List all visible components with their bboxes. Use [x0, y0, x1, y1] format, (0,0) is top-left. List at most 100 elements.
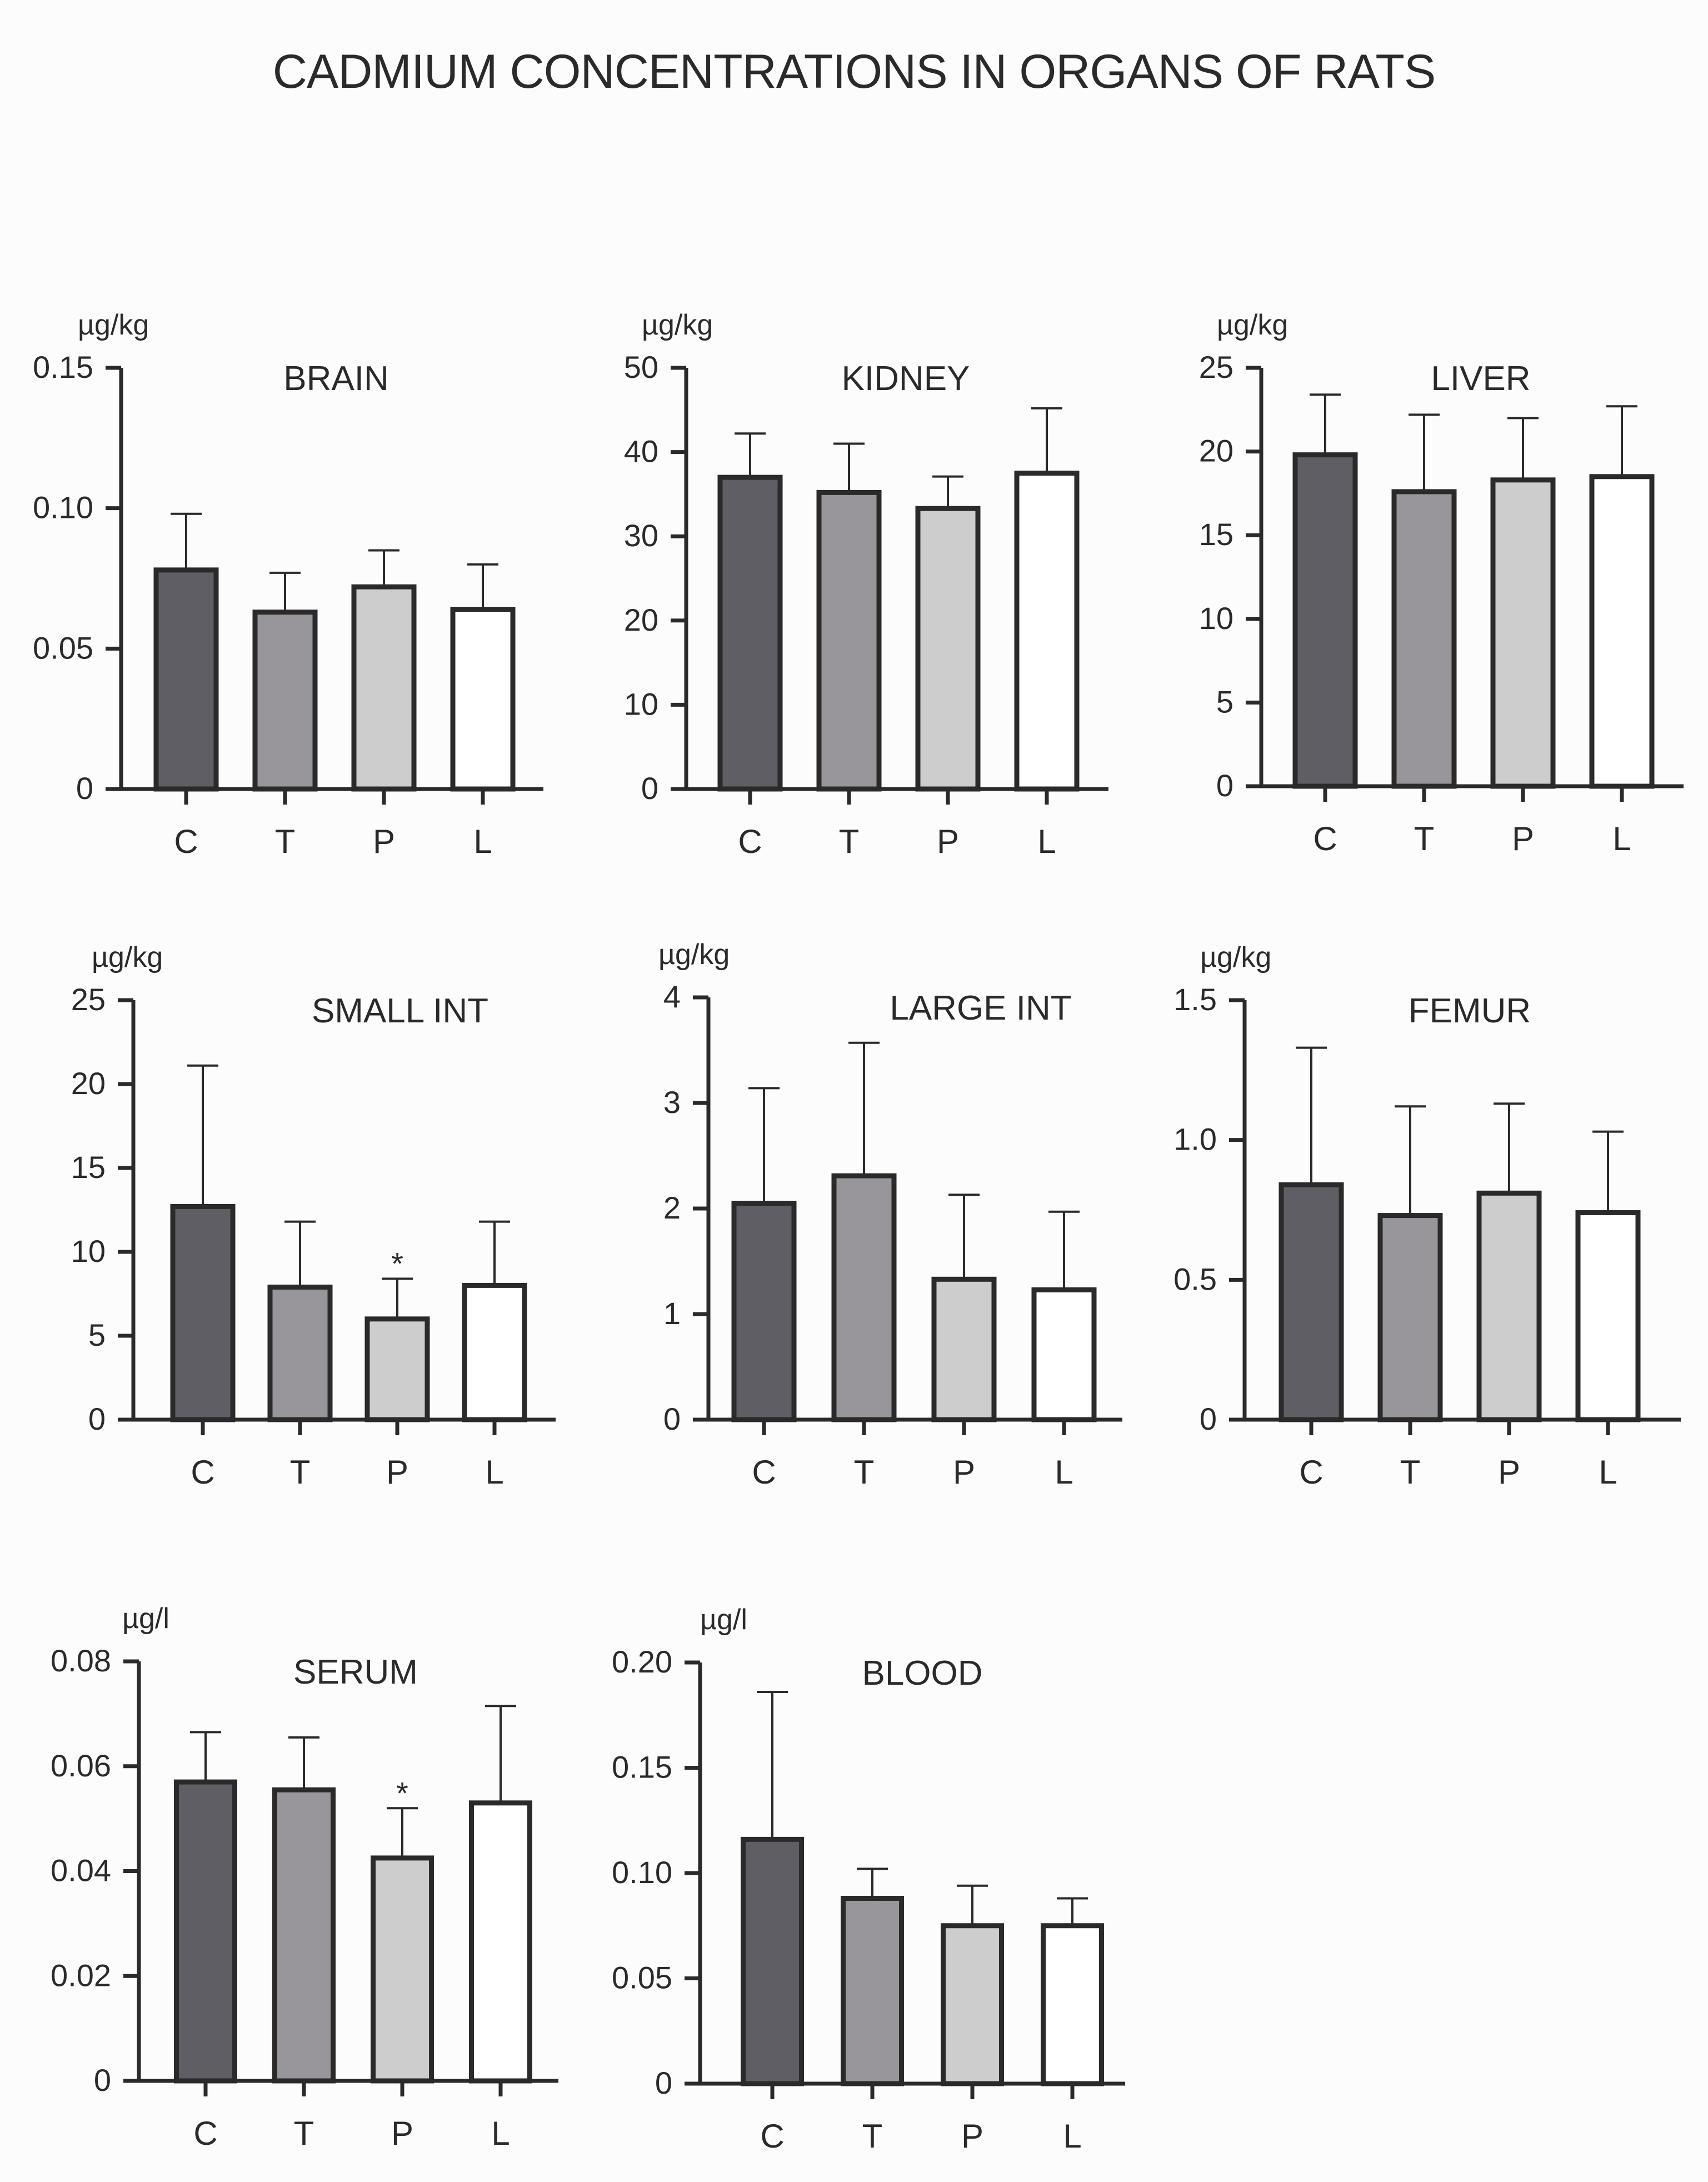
x-tick-label: P — [937, 823, 959, 860]
bar-l — [469, 1800, 532, 2084]
y-tick-label: 0.10 — [33, 490, 93, 525]
bar-l — [450, 607, 516, 792]
unit-label: µg/kg — [78, 309, 149, 341]
y-tick-label: 4 — [663, 979, 681, 1014]
bar-t — [831, 1173, 897, 1422]
x-tick-label: C — [752, 1454, 776, 1491]
unit-label: µg/kg — [658, 938, 730, 971]
x-tick-label: T — [854, 1454, 875, 1491]
x-tick-label: T — [294, 2115, 314, 2152]
panel-title: LIVER — [1431, 359, 1530, 398]
y-tick-label: 0.08 — [51, 1643, 111, 1678]
x-tick-label: T — [839, 823, 860, 860]
y-tick-label: 0.05 — [33, 630, 93, 665]
bar-c — [717, 475, 783, 792]
x-tick-label: L — [1063, 2118, 1081, 2155]
x-tick-label: P — [391, 2115, 413, 2152]
panel-liver: µg/kg LIVER C T P L 0 5 10 15 20 25 — [1199, 309, 1684, 857]
bar-l — [1041, 1923, 1104, 2086]
y-tick-label: 50 — [624, 349, 658, 385]
x-tick-label: P — [386, 1454, 408, 1491]
y-tick-label: 0.5 — [1173, 1261, 1217, 1296]
bar-p — [371, 1855, 434, 2084]
unit-label: µg/kg — [92, 941, 163, 973]
y-tick-label: 5 — [88, 1317, 106, 1352]
x-tick-label: T — [862, 2118, 883, 2155]
y-tick-label: 15 — [1199, 517, 1233, 552]
y-tick-label: 0.15 — [33, 349, 93, 385]
x-tick-label: L — [1612, 820, 1631, 857]
x-tick-label: L — [485, 1454, 503, 1491]
x-tick-label: L — [491, 2115, 510, 2152]
y-tick-label: 0 — [88, 1401, 106, 1436]
panel-brain: µg/kg BRAIN C T P L 0 0.05 0.10 0.15 — [33, 309, 543, 860]
bar-p — [915, 506, 981, 792]
bar-t — [267, 1284, 333, 1422]
bar-l — [1014, 471, 1080, 792]
unit-label: µg/l — [700, 1604, 747, 1636]
y-tick-label: 0.04 — [51, 1853, 111, 1888]
y-tick-label: 3 — [663, 1085, 681, 1120]
x-tick-label: P — [1498, 1454, 1520, 1491]
x-tick-label: T — [1414, 820, 1435, 857]
figure-title: CADMIUM CONCENTRATIONS IN ORGANS OF RATS — [272, 45, 1436, 98]
x-tick-label: C — [174, 823, 198, 860]
x-tick-label: T — [1400, 1454, 1421, 1491]
x-tick-label: L — [473, 823, 492, 860]
significance-marker: * — [391, 1246, 403, 1281]
x-tick-label: L — [1055, 1454, 1073, 1491]
bar-l — [1031, 1287, 1097, 1422]
bar-t — [1377, 1213, 1443, 1422]
y-tick-label: 20 — [71, 1066, 106, 1101]
bar-t — [272, 1787, 336, 2084]
bar-c — [1278, 1182, 1344, 1422]
y-tick-label: 0.10 — [612, 1855, 672, 1890]
y-tick-label: 1.0 — [1173, 1122, 1217, 1157]
y-tick-label: 0.15 — [612, 1750, 672, 1785]
bar-c — [741, 1836, 804, 2086]
bar-p — [1490, 477, 1556, 789]
panel-small-int: µg/kg SMALL INT C T * P L 0 5 10 15 20 25 — [71, 941, 556, 1491]
y-tick-label: 0 — [1216, 768, 1233, 803]
y-tick-label: 10 — [1199, 601, 1233, 636]
x-tick-label: T — [290, 1454, 311, 1491]
x-tick-label: C — [1299, 1454, 1323, 1491]
unit-label: µg/l — [122, 1602, 169, 1635]
bar-t — [816, 490, 882, 792]
y-tick-label: 0.05 — [612, 1960, 672, 1995]
y-tick-label: 0 — [663, 1401, 681, 1436]
x-tick-label: C — [738, 823, 762, 860]
panel-title: SERUM — [293, 1653, 418, 1691]
panel-large-int: µg/kg LARGE INT C T P L 0 1 2 3 4 — [658, 938, 1122, 1491]
bar-c — [174, 1779, 237, 2084]
y-tick-label: 1.5 — [1173, 982, 1217, 1017]
unit-label: µg/kg — [1217, 309, 1288, 341]
y-tick-label: 20 — [1199, 433, 1233, 468]
y-tick-label: 5 — [1216, 684, 1233, 719]
bar-p — [1476, 1190, 1542, 1422]
unit-label: µg/kg — [1200, 941, 1271, 973]
y-tick-label: 25 — [71, 982, 106, 1017]
bar-l — [1575, 1210, 1641, 1422]
panel-title: BLOOD — [862, 1654, 982, 1692]
x-tick-label: P — [1512, 820, 1534, 857]
panel-serum: µg/l SERUM C T * P L 0 0.02 0.04 0.06 0.08 — [51, 1602, 558, 2152]
bar-p — [941, 1923, 1004, 2086]
bar-p — [931, 1276, 997, 1422]
x-tick-label: L — [1037, 823, 1056, 860]
bar-c — [170, 1204, 236, 1422]
panel-femur: µg/kg FEMUR C T P L 0 0.5 1.0 1.5 — [1173, 941, 1681, 1491]
y-tick-label: 15 — [71, 1150, 106, 1185]
y-tick-label: 0.20 — [612, 1644, 672, 1679]
x-tick-label: L — [1599, 1454, 1617, 1491]
panel-title: FEMUR — [1409, 992, 1531, 1030]
bar-p — [351, 584, 417, 792]
unit-label: µg/kg — [642, 309, 713, 341]
x-tick-label: C — [1313, 820, 1337, 857]
y-tick-label: 10 — [71, 1234, 106, 1269]
bar-c — [1292, 452, 1358, 789]
bar-l — [1589, 474, 1655, 789]
bar-p — [364, 1316, 430, 1422]
bar-t — [1391, 489, 1457, 789]
